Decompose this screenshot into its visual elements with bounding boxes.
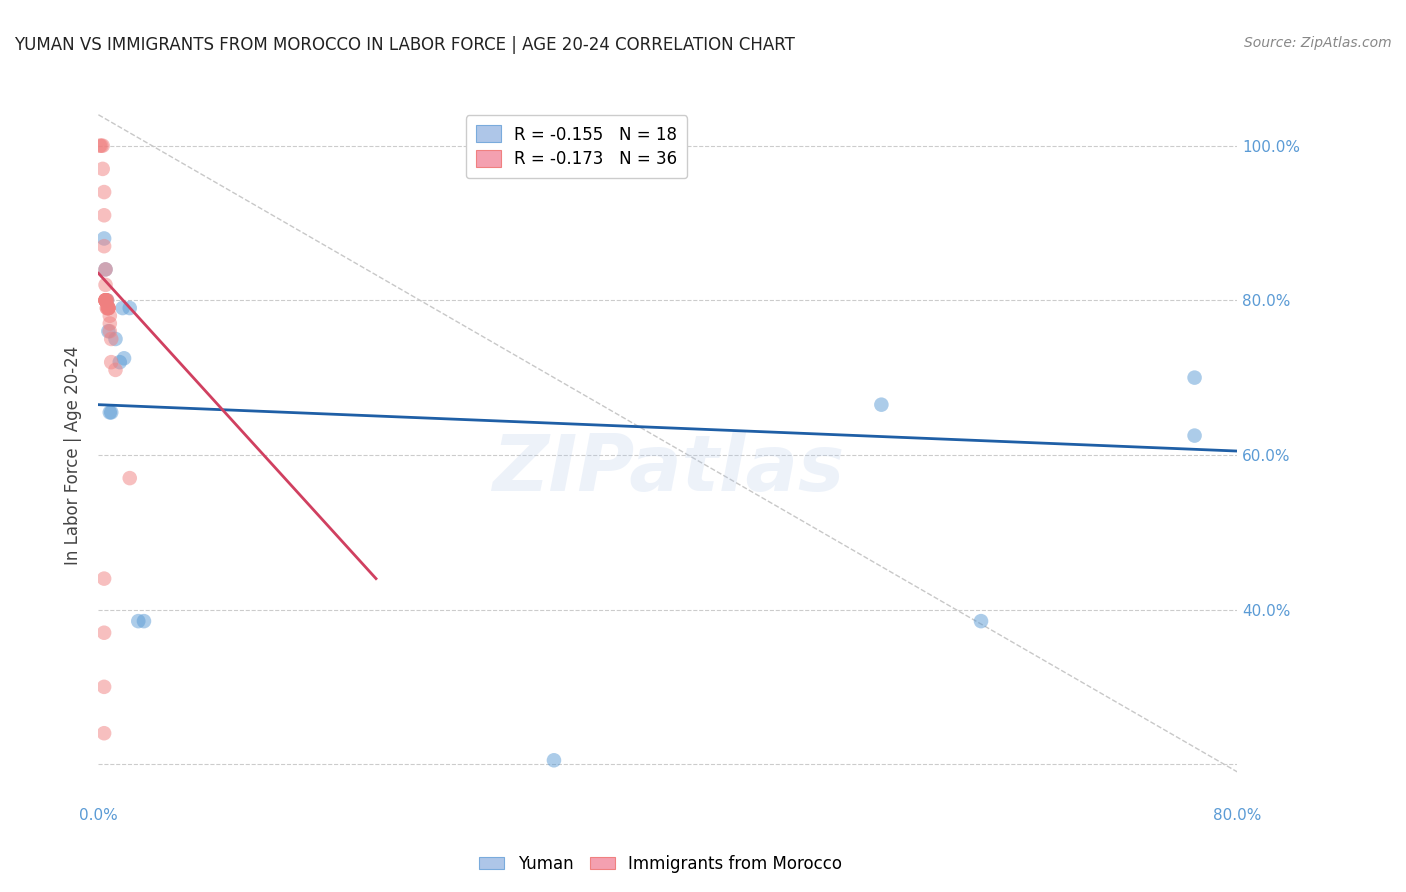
- Point: [94, 293, 117, 308]
- Point: [100, 355, 122, 369]
- Point: [1184, 428, 1206, 442]
- Point: [93, 726, 115, 740]
- Legend: R = -0.155   N = 18, R = -0.173   N = 36: R = -0.155 N = 18, R = -0.173 N = 36: [465, 115, 688, 178]
- Point: [108, 355, 131, 369]
- Point: [104, 332, 127, 346]
- Point: [97, 301, 120, 315]
- Point: [970, 614, 993, 628]
- Point: [94, 293, 117, 308]
- Point: [91, 138, 114, 153]
- Point: [98, 405, 121, 419]
- Point: [100, 405, 122, 419]
- Point: [96, 301, 118, 315]
- Point: [93, 231, 115, 245]
- Point: [93, 239, 115, 253]
- Point: [94, 262, 117, 277]
- Point: [104, 363, 127, 377]
- Point: [94, 293, 117, 308]
- Y-axis label: In Labor Force | Age 20-24: In Labor Force | Age 20-24: [65, 345, 83, 565]
- Point: [97, 301, 120, 315]
- Point: [93, 208, 115, 222]
- Point: [94, 293, 117, 308]
- Point: [94, 293, 117, 308]
- Point: [118, 471, 141, 485]
- Point: [543, 753, 565, 767]
- Point: [112, 351, 135, 366]
- Point: [89, 138, 111, 153]
- Point: [93, 680, 115, 694]
- Point: [94, 262, 117, 277]
- Point: [127, 614, 149, 628]
- Text: YUMAN VS IMMIGRANTS FROM MOROCCO IN LABOR FORCE | AGE 20-24 CORRELATION CHART: YUMAN VS IMMIGRANTS FROM MOROCCO IN LABO…: [14, 36, 794, 54]
- Point: [93, 625, 115, 640]
- Point: [100, 332, 122, 346]
- Point: [870, 398, 893, 412]
- Point: [97, 301, 120, 315]
- Point: [94, 277, 117, 292]
- Point: [96, 293, 118, 308]
- Point: [94, 293, 117, 308]
- Point: [98, 317, 121, 331]
- Point: [111, 301, 134, 315]
- Point: [91, 161, 114, 176]
- Point: [97, 301, 120, 315]
- Point: [97, 301, 120, 315]
- Point: [96, 301, 118, 315]
- Point: [94, 293, 117, 308]
- Point: [96, 293, 118, 308]
- Point: [1184, 370, 1206, 384]
- Text: Source: ZipAtlas.com: Source: ZipAtlas.com: [1244, 36, 1392, 50]
- Point: [97, 324, 120, 338]
- Point: [93, 185, 115, 199]
- Text: ZIPatlas: ZIPatlas: [492, 431, 844, 507]
- Point: [132, 614, 155, 628]
- Legend: Yuman, Immigrants from Morocco: Yuman, Immigrants from Morocco: [472, 848, 849, 880]
- Point: [90, 138, 112, 153]
- Point: [96, 293, 118, 308]
- Point: [93, 572, 115, 586]
- Point: [98, 309, 121, 323]
- Point: [118, 301, 141, 315]
- Point: [98, 324, 121, 338]
